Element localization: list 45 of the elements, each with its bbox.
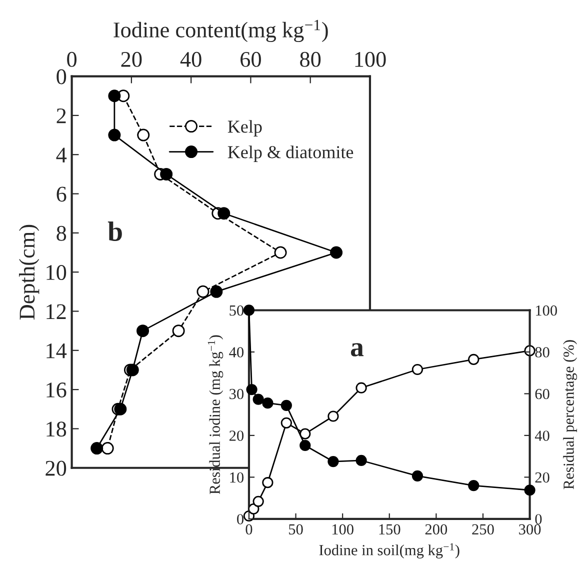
annotation: a	[350, 343, 364, 356]
y2-tick-label: 60	[535, 388, 550, 400]
x-tick-label: 40	[180, 52, 202, 67]
y-tick-label: 0	[237, 514, 244, 524]
y2-tick-label: 80	[535, 347, 550, 358]
y2-tick-label: 40	[534, 430, 550, 441]
x-axis-title: Iodine in soil(mg kg$^{−1}$)	[319, 543, 460, 558]
x-tick-label: 50	[289, 524, 303, 535]
y-tick-label: 12	[46, 304, 66, 319]
y-tick-label: 50	[230, 305, 244, 316]
y-tick-label: 4	[56, 148, 67, 162]
legend-label: Kelp & diatomite	[228, 146, 354, 162]
x-axis-title: Iodine content(mg kg$^{−1}$)	[114, 20, 328, 42]
y-axis-title: Depth(cm)	[19, 224, 40, 320]
x-tick-label: 80	[300, 52, 321, 67]
y-tick-label: 20	[230, 430, 244, 441]
y2-tick-label: 100	[536, 305, 557, 316]
x-tick-label: 100	[332, 524, 354, 535]
y-axis-title: Residual iodine (mg kg$^{−1}$)	[208, 335, 224, 494]
annotation: b	[108, 221, 122, 242]
y-tick-label: 2	[56, 108, 66, 124]
y-tick-label: 18	[46, 422, 66, 437]
x-tick-label: 20	[121, 52, 142, 67]
legend-label: Kelp	[228, 120, 262, 136]
y-tick-label: 30	[230, 388, 244, 400]
y-tick-label: 0	[56, 69, 66, 84]
y-tick-label: 20	[46, 460, 66, 476]
x-tick-label: 150	[379, 524, 400, 535]
x-tick-label: 300	[519, 524, 541, 535]
y-tick-label: 40	[229, 347, 244, 358]
x-tick-label: 200	[425, 524, 448, 535]
y2-axis-title: Residual percentage (%)	[563, 340, 578, 490]
x-tick-label: 60	[240, 52, 261, 67]
x-tick-label: 100	[355, 52, 386, 67]
y2-tick-label: 0	[535, 514, 542, 524]
y-tick-label: 14	[46, 343, 67, 358]
y-tick-label: 8	[56, 226, 66, 241]
y-tick-label: 10	[46, 265, 66, 280]
y2-tick-label: 20	[535, 472, 550, 483]
y-tick-label: 6	[56, 186, 66, 202]
x-tick-label: 0	[246, 524, 252, 535]
y-tick-label: 10	[230, 472, 244, 483]
y-tick-label: 16	[46, 382, 66, 398]
x-tick-label: 250	[472, 524, 494, 535]
x-tick-label: 0	[67, 52, 77, 67]
